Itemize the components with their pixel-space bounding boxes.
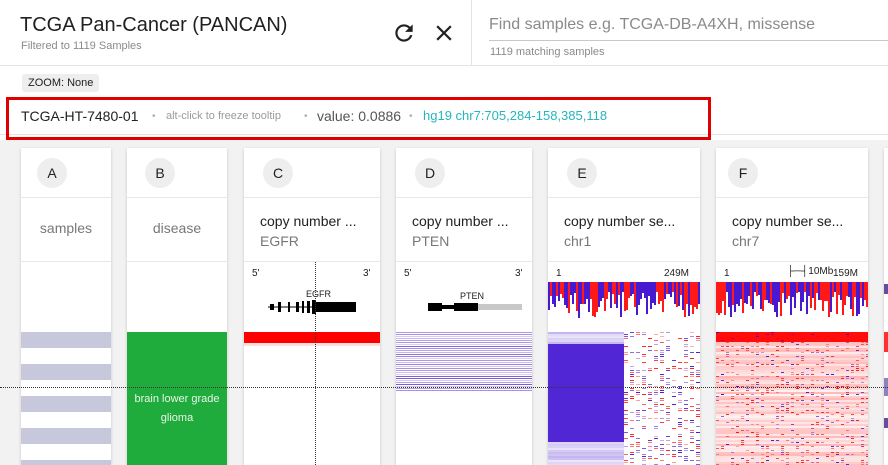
scale-bar: ├─┤10Mb <box>787 266 833 277</box>
gene-name-label: EGFR <box>306 289 332 299</box>
column-id-badge[interactable]: F <box>728 158 758 188</box>
chr1-segment-heatmap[interactable]: 1 249M <box>548 262 700 465</box>
column-label-area: copy number se... chr7 <box>716 198 868 262</box>
column-c: C copy number ... EGFR 5' 3' EGFR <box>244 148 380 465</box>
column-label-area: copy number ... EGFR <box>244 198 380 262</box>
column-header: C <box>244 148 380 198</box>
column-header: D <box>396 148 532 198</box>
column-label[interactable]: samples <box>39 220 93 236</box>
column-gene[interactable]: EGFR <box>260 233 299 249</box>
chromosome-start-label: 1 <box>724 268 730 279</box>
three-prime-label: 3' <box>515 268 523 279</box>
tooltip-genomic-position[interactable]: hg19 chr7:705,284-158,385,118 <box>423 108 608 123</box>
tooltip-freeze-hint: alt-click to freeze tooltip <box>166 110 281 122</box>
chromosome-start-label: 1 <box>556 268 562 279</box>
five-prime-label: 5' <box>404 268 412 279</box>
column-label-area: samples <box>21 198 111 262</box>
column-a: A samples <box>21 148 111 465</box>
column-d: D copy number ... PTEN 5' 3' PTEN <box>396 148 532 465</box>
column-label-area: copy number se... chr1 <box>548 198 700 262</box>
disease-category-label: brain lower grade glioma <box>134 393 220 424</box>
pten-gene-track[interactable]: 5' 3' PTEN <box>396 262 532 465</box>
column-title[interactable]: copy number se... <box>732 213 844 229</box>
column-b: B disease brain lower grade glioma <box>127 148 227 465</box>
cohort-panel: TCGA Pan-Cancer (PANCAN) Filtered to 111… <box>0 0 472 66</box>
scale-bar-icon: ├─┤ <box>787 266 809 277</box>
cohort-filter-count: Filtered to 1119 Samples <box>21 40 142 52</box>
tooltip-separator: • <box>304 111 308 122</box>
search-underline <box>489 40 888 41</box>
column-id-badge[interactable]: A <box>37 158 67 188</box>
sample-search-input[interactable] <box>489 10 885 40</box>
disease-category-heatmap[interactable]: brain lower grade glioma <box>127 262 227 465</box>
three-prime-label: 3' <box>363 268 371 279</box>
tooltip-bar <box>0 99 888 135</box>
column-f: F copy number se... chr7 1 ├─┤10Mb 159M <box>716 148 868 465</box>
column-header: B <box>127 148 227 198</box>
zoom-indicator[interactable]: ZOOM: None <box>22 74 100 92</box>
column-label-area: disease <box>127 198 227 262</box>
column-id-badge[interactable]: B <box>145 158 175 188</box>
samples-heatmap[interactable] <box>21 262 111 465</box>
gene-name-label: PTEN <box>460 291 485 301</box>
tooltip-sample-id: TCGA-HT-7480-01 <box>21 108 139 124</box>
egfr-gene-track[interactable]: 5' 3' EGFR <box>244 262 380 465</box>
sample-search: 1119 matching samples <box>473 0 888 66</box>
column-header: F <box>716 148 868 198</box>
tooltip-value: value: 0.0886 <box>317 108 402 124</box>
column-chromosome[interactable]: chr7 <box>732 233 760 249</box>
tooltip-separator: • <box>152 111 156 122</box>
column-header: E <box>548 148 700 198</box>
column-title[interactable]: copy number ... <box>260 213 357 229</box>
column-g-partial <box>884 148 888 465</box>
close-icon[interactable] <box>431 20 457 46</box>
column-id-badge[interactable]: E <box>567 158 597 188</box>
tooltip-separator: • <box>409 111 413 122</box>
chromosome-end-label: 249M <box>664 268 690 279</box>
column-gene[interactable]: PTEN <box>412 233 450 249</box>
column-e: E copy number se... chr1 1 249M <box>548 148 700 465</box>
scale-bar-label: 10Mb <box>808 266 834 277</box>
column-id-badge[interactable]: C <box>263 158 293 188</box>
chr7-segment-heatmap[interactable]: 1 ├─┤10Mb 159M <box>716 262 868 465</box>
app-header: TCGA Pan-Cancer (PANCAN) Filtered to 111… <box>0 0 888 66</box>
column-label-area: copy number ... PTEN <box>396 198 532 262</box>
column-header: A <box>21 148 111 198</box>
chromosome-end-label: 159M <box>833 268 859 279</box>
five-prime-label: 5' <box>252 268 260 279</box>
cohort-title[interactable]: TCGA Pan-Cancer (PANCAN) <box>20 14 288 36</box>
column-title[interactable]: copy number se... <box>564 213 676 229</box>
column-id-badge[interactable]: D <box>415 158 445 188</box>
column-chromosome[interactable]: chr1 <box>564 233 592 249</box>
matching-samples-count: 1119 matching samples <box>490 46 605 58</box>
column-title[interactable]: copy number ... <box>412 213 509 229</box>
column-label[interactable]: disease <box>152 220 202 236</box>
refresh-icon[interactable] <box>391 20 417 46</box>
